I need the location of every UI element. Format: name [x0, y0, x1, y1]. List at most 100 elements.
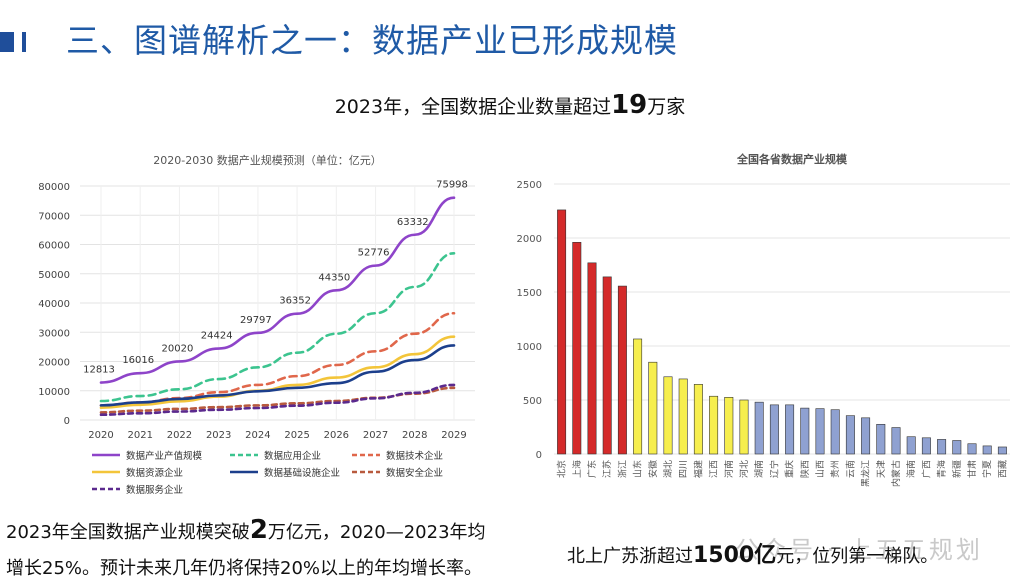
y-tick-label: 1000: [517, 342, 542, 353]
legend-label: 数据服务企业: [126, 484, 183, 496]
series-line: [99, 251, 456, 403]
category-label: 山西: [815, 460, 826, 478]
category-label: 青海: [936, 460, 948, 478]
watermark: 公众号 · 上五五规划: [735, 536, 983, 564]
y-tick-label: 1500: [517, 288, 542, 299]
x-tick-label: 2020: [88, 430, 113, 441]
bar: [572, 242, 582, 455]
x-tick-label: 2028: [402, 430, 427, 441]
category-label: 云南: [844, 460, 856, 478]
left-note-line1-post: 万亿元，2020—2023年均: [267, 522, 486, 543]
bar: [906, 436, 916, 455]
right-note: 北上广苏浙超过1500亿元，位列第一梯队。: [567, 537, 938, 569]
category-label: 福建: [692, 460, 704, 478]
y-tick-label: 0: [64, 416, 70, 427]
series-line: [99, 386, 456, 414]
line-chart-title: 2020-2030 数据产业规模预测（单位：亿元）: [153, 153, 381, 167]
series-line: [99, 196, 456, 384]
x-tick-label: 2022: [167, 430, 192, 441]
data-label: 20020: [162, 343, 194, 354]
data-label: 29797: [240, 315, 272, 326]
bar: [876, 423, 886, 455]
x-tick-label: 2023: [206, 430, 231, 441]
series-line: [99, 344, 456, 407]
category-label: 湖北: [663, 460, 674, 478]
legend-label: 数据资源企业: [126, 467, 183, 479]
x-tick-label: 2021: [127, 430, 152, 441]
category-label: 黑龙江: [860, 460, 872, 487]
subtitle: 2023年，全国数据企业数量超过19万家: [0, 90, 1020, 120]
subtitle-prefix: 2023年，全国数据企业数量超过: [334, 96, 612, 118]
bar: [754, 401, 764, 455]
bar: [739, 399, 749, 455]
y-tick-label: 80000: [38, 182, 70, 193]
series-line: [99, 383, 456, 417]
category-label: 天津: [876, 460, 887, 478]
category-label: 广西: [920, 460, 932, 478]
category-label: 四川: [679, 460, 689, 478]
data-label: 12813: [83, 365, 115, 376]
bar: [982, 445, 992, 455]
page-title: 三、图谱解析之一：数据产业已形成规模: [66, 21, 678, 60]
bar: [830, 409, 840, 455]
bar: [633, 338, 643, 455]
category-label: 新疆: [951, 460, 963, 478]
right-note-post: 元，位列第一梯队。: [776, 546, 939, 567]
bar: [921, 437, 931, 455]
legend-label: 数据基础设施企业: [264, 467, 340, 479]
bar: [769, 404, 779, 455]
x-tick-label: 2029: [441, 430, 466, 441]
category-label: 宁夏: [981, 460, 993, 478]
bar: [724, 397, 734, 455]
bar: [815, 408, 825, 455]
title-accent-bar: [0, 32, 14, 52]
y-tick-label: 500: [523, 396, 542, 407]
y-tick-label: 0: [536, 450, 542, 461]
x-tick-label: 2024: [245, 430, 270, 441]
subtitle-suffix: 万家: [647, 96, 686, 118]
category-label: 湖南: [753, 460, 765, 478]
left-note-line1-number: 2: [249, 515, 268, 545]
bar-chart: 全国各省数据产业规模 0 500 1000 1500 2000 2500 北京 上海 广东 江苏 浙江…: [517, 152, 1010, 487]
left-note-line2: 增长25%。预计未来几年仍将保持20%以上的年均增长率。: [6, 558, 483, 579]
category-label: 上海: [571, 460, 583, 478]
bar: [709, 395, 719, 455]
subtitle-number: 19: [611, 90, 648, 120]
category-label: 贵州: [829, 460, 841, 478]
x-tick-label: 2025: [284, 430, 309, 441]
category-label: 安徽: [647, 460, 659, 478]
data-label: 52776: [358, 248, 390, 259]
series-line: [99, 335, 456, 410]
category-label: 内蒙古: [890, 460, 902, 487]
y-tick-label: 10000: [38, 387, 70, 398]
category-label: 浙江: [616, 460, 628, 478]
y-tick-label: 50000: [38, 270, 70, 281]
category-label: 北京: [556, 460, 568, 478]
bar: [648, 361, 658, 455]
legend-label: 数据应用企业: [264, 450, 321, 462]
bar: [557, 209, 567, 455]
bar: [587, 262, 597, 455]
legend-label: 数据安全企业: [386, 467, 443, 479]
category-label: 陕西: [799, 460, 811, 478]
left-note-line1: 2023年全国数据产业规模突破2万亿元，2020—2023年均: [6, 512, 486, 551]
bar: [845, 415, 855, 455]
bar-chart-title: 全国各省数据产业规模: [736, 152, 848, 166]
bar: [937, 439, 947, 455]
bar: [861, 417, 871, 455]
bar: [952, 440, 962, 455]
bar: [602, 276, 612, 455]
bar: [678, 378, 688, 455]
legend-label: 数据技术企业: [386, 450, 443, 462]
category-label: 重庆: [784, 460, 796, 478]
right-note-number: 1500亿: [693, 543, 777, 568]
category-label: 山东: [632, 460, 644, 478]
bar: [693, 384, 703, 455]
left-note-line1-pre: 2023年全国数据产业规模突破: [6, 522, 250, 543]
bar: [663, 376, 673, 455]
bar: [967, 443, 977, 455]
x-tick-label: 2027: [363, 430, 388, 441]
y-tick-label: 60000: [38, 241, 70, 252]
y-tick-label: 2500: [517, 180, 542, 191]
bar: [617, 285, 627, 455]
